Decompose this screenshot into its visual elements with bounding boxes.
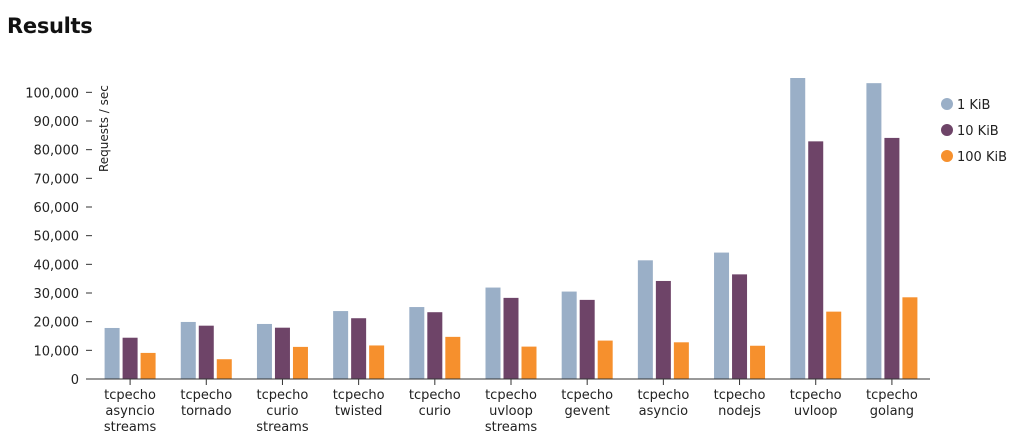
- y-tick-label: 50,000: [34, 230, 80, 245]
- y-tick-label: 90,000: [34, 115, 80, 130]
- y-tick-label: 60,000: [34, 201, 80, 216]
- bar: [256, 323, 272, 379]
- x-axis: tcpechoasynciostreamstcpechotornadotcpec…: [92, 378, 930, 435]
- legend-label: 100 KiB: [957, 150, 1007, 165]
- bar: [140, 352, 156, 379]
- x-tick-label: tcpecho: [561, 388, 613, 403]
- x-tick-label: asyncio: [639, 404, 688, 419]
- bar: [485, 287, 501, 379]
- bar: [198, 325, 214, 379]
- x-tick-label: streams: [256, 420, 309, 435]
- y-axis-title: Requests / sec: [97, 85, 111, 172]
- y-tick-label: 40,000: [34, 258, 80, 273]
- y-tick-label: 80,000: [34, 144, 80, 159]
- bar: [655, 280, 671, 379]
- y-tick-label: 100,000: [25, 86, 79, 101]
- y-tick-label: 30,000: [34, 287, 80, 302]
- x-tick-label: tcpecho: [485, 388, 537, 403]
- y-axis: 0 10,000 20,000 30,000 40,000 50,000 60,000 70,…: [25, 86, 92, 388]
- y-tick-label: 70,000: [34, 172, 80, 187]
- bar: [503, 297, 519, 379]
- bar: [409, 307, 425, 379]
- y-tick-label: 10,000: [34, 344, 80, 359]
- x-tick-label: twisted: [335, 404, 382, 419]
- bar: [274, 327, 290, 379]
- bar: [292, 346, 308, 379]
- x-tick-label: tcpecho: [180, 388, 232, 403]
- x-tick-label: curio: [419, 404, 451, 419]
- legend-swatch: [941, 150, 953, 162]
- x-tick-label: tcpecho: [714, 388, 766, 403]
- legend-label: 1 KiB: [957, 98, 990, 113]
- bar: [714, 252, 730, 379]
- x-tick-label: tcpecho: [104, 388, 156, 403]
- x-tick-label: golang: [870, 404, 914, 419]
- legend-swatch: [941, 98, 953, 110]
- bar: [427, 312, 443, 379]
- bar: [216, 359, 232, 379]
- bar: [597, 340, 613, 379]
- legend-swatch: [941, 124, 953, 136]
- bar: [351, 318, 367, 379]
- bar: [180, 321, 196, 379]
- bar: [866, 83, 882, 379]
- x-tick-label: tcpecho: [790, 388, 842, 403]
- x-tick-label: gevent: [565, 404, 610, 419]
- x-tick-label: streams: [485, 420, 538, 435]
- bar: [673, 342, 689, 379]
- bar: [561, 291, 577, 379]
- y-tick-label: 20,000: [34, 316, 80, 331]
- bar: [579, 299, 595, 379]
- bar: [808, 141, 824, 379]
- bar: [732, 274, 748, 379]
- bar: [902, 297, 918, 379]
- x-tick-label: streams: [104, 420, 157, 435]
- bar: [122, 337, 138, 379]
- bar: [369, 345, 385, 379]
- legend-label: 10 KiB: [957, 124, 999, 139]
- bar: [790, 78, 806, 379]
- bars: [104, 78, 918, 379]
- bar: [333, 311, 349, 379]
- x-tick-label: nodejs: [718, 404, 761, 419]
- x-tick-label: tcpecho: [409, 388, 461, 403]
- x-tick-label: tcpecho: [333, 388, 385, 403]
- bar: [750, 345, 766, 379]
- x-tick-label: tcpecho: [257, 388, 309, 403]
- bar: [884, 137, 900, 379]
- x-tick-label: curio: [266, 404, 298, 419]
- x-tick-label: uvloop: [794, 404, 838, 419]
- x-tick-label: tornado: [181, 404, 232, 419]
- x-tick-label: asyncio: [105, 404, 154, 419]
- bar: [104, 327, 120, 379]
- x-tick-label: tcpecho: [637, 388, 689, 403]
- bar: [826, 311, 842, 379]
- page-title: Results: [7, 14, 93, 38]
- y-tick-label: 0: [71, 373, 79, 388]
- bar: [445, 336, 461, 379]
- x-tick-label: tcpecho: [866, 388, 918, 403]
- legend: 1 KiB 10 KiB 100 KiB: [941, 98, 1007, 165]
- bar: [521, 346, 537, 379]
- bar: [637, 260, 653, 379]
- x-tick-label: uvloop: [489, 404, 533, 419]
